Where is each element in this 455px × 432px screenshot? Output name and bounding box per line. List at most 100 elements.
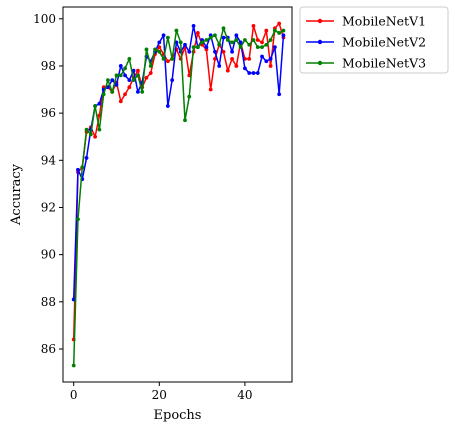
data-point (162, 33, 166, 37)
data-point (277, 22, 281, 26)
legend: MobileNetV1 MobileNetV2 MobileNetV3 (300, 7, 448, 73)
data-point (192, 24, 196, 28)
data-point (170, 78, 174, 82)
data-point (145, 48, 149, 52)
data-point (149, 71, 153, 75)
data-point (110, 78, 114, 82)
data-point (247, 57, 251, 61)
data-point (136, 69, 140, 73)
data-point (256, 45, 260, 49)
data-point (230, 40, 234, 44)
data-point (256, 38, 260, 42)
data-point (97, 102, 101, 106)
data-point (119, 99, 123, 103)
data-point (213, 50, 217, 54)
y-tick-label: 98 (41, 59, 56, 73)
x-tick-label: 20 (152, 388, 167, 402)
data-point (273, 29, 277, 33)
data-point (140, 90, 144, 94)
data-point (162, 57, 166, 61)
data-point (256, 71, 260, 75)
data-point (110, 90, 114, 94)
y-tick-label: 86 (41, 342, 56, 356)
x-axis: 0 20 40 (70, 382, 253, 402)
x-tick-label: 40 (237, 388, 252, 402)
data-point (179, 40, 183, 44)
data-point (183, 118, 187, 122)
data-point (170, 57, 174, 61)
data-point (260, 45, 264, 49)
data-point (136, 73, 140, 77)
series-line (74, 26, 284, 300)
data-point (252, 71, 256, 75)
data-point (187, 50, 191, 54)
x-axis-label: Epochs (154, 408, 202, 423)
data-point (217, 43, 221, 47)
data-point (93, 135, 97, 139)
data-point (264, 43, 268, 47)
data-point (234, 64, 238, 68)
data-point (226, 38, 230, 42)
series-line (74, 28, 284, 365)
plot-lines (72, 22, 286, 368)
data-point (260, 55, 264, 59)
data-point (115, 73, 119, 77)
y-tick-label: 96 (41, 106, 56, 120)
series-mobilenetv3 (72, 26, 286, 367)
data-point (85, 128, 89, 132)
legend-swatch-marker (318, 61, 322, 65)
data-point (247, 71, 251, 75)
data-point (183, 43, 187, 47)
x-tick-label: 0 (70, 388, 78, 402)
data-point (226, 69, 230, 73)
legend-label: MobileNetV1 (342, 14, 426, 29)
data-point (127, 85, 131, 89)
y-tick-label: 100 (33, 12, 56, 26)
data-point (204, 45, 208, 49)
data-point (166, 36, 170, 40)
data-point (80, 165, 84, 169)
y-axis-label: Accuracy (9, 163, 24, 226)
data-point (89, 132, 93, 136)
data-point (145, 76, 149, 80)
data-point (175, 29, 179, 33)
data-point (123, 73, 127, 77)
data-point (260, 40, 264, 44)
data-point (264, 59, 268, 63)
data-point (269, 38, 273, 42)
y-tick-label: 92 (41, 200, 56, 214)
data-point (230, 57, 234, 61)
data-point (234, 33, 238, 37)
data-point (252, 38, 256, 42)
data-point (264, 29, 268, 33)
data-point (166, 59, 170, 63)
data-point (187, 95, 191, 99)
data-point (106, 78, 110, 82)
data-point (230, 50, 234, 54)
data-point (277, 31, 281, 35)
data-point (282, 29, 286, 33)
data-point (209, 88, 213, 92)
data-point (243, 66, 247, 70)
data-point (209, 36, 213, 40)
plot-frame (63, 7, 292, 382)
y-tick-label: 94 (41, 153, 57, 167)
y-axis: 86 88 90 92 94 96 98 100 (33, 12, 63, 356)
data-point (200, 40, 204, 44)
data-point (72, 364, 76, 368)
data-point (196, 31, 200, 35)
data-point (127, 57, 131, 61)
series-line (74, 24, 284, 340)
legend-swatch-marker (318, 40, 322, 44)
data-point (136, 90, 140, 94)
data-point (157, 40, 161, 44)
legend-label: MobileNetV3 (342, 56, 426, 71)
data-point (196, 45, 200, 49)
legend-label: MobileNetV2 (342, 35, 426, 50)
data-point (273, 45, 277, 49)
data-point (269, 64, 273, 68)
data-point (247, 43, 251, 47)
data-point (123, 66, 127, 70)
data-point (127, 78, 131, 82)
